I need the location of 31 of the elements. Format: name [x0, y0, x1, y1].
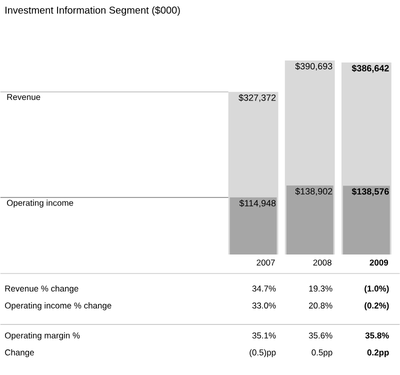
text: Investment Information Segment ($000) — [6, 6, 180, 16]
text: (1.0%) — [364, 285, 389, 294]
text: 35.8% — [365, 332, 389, 338]
text: 0.5pp — [312, 349, 332, 357]
bar — [342, 186, 390, 254]
x-tick-label: 2007 — [256, 259, 275, 266]
x-tick-label: 2008 — [313, 259, 332, 266]
data-label: $138,902 — [295, 188, 332, 196]
data-label: $327,372 — [238, 94, 276, 102]
text: 35.6% — [308, 332, 332, 338]
text: Change — [5, 349, 34, 357]
text: Operating margin % — [5, 332, 80, 340]
text: 33.0% — [252, 302, 276, 308]
data-label: $114,948 — [239, 199, 276, 208]
text: Revenue % change — [5, 285, 78, 294]
text: Operating income % change — [5, 302, 112, 310]
x-tick-label: 2009 — [370, 259, 388, 266]
data-label: $390,693 — [295, 62, 332, 70]
text: 35.1% — [252, 332, 276, 338]
text: 34.7% — [252, 285, 276, 292]
text: 0.2pp — [367, 349, 389, 357]
text: Revenue — [7, 94, 40, 100]
text: 20.8% — [308, 302, 332, 308]
bar — [286, 185, 334, 254]
data-label: $138,576 — [352, 188, 389, 196]
text: (0.2%) — [364, 302, 389, 310]
text: Operating income — [7, 199, 74, 208]
bar — [230, 197, 277, 254]
text: 19.3% — [309, 285, 332, 292]
text: (0.5)pp — [250, 349, 276, 357]
data-label: $386,642 — [352, 64, 389, 73]
